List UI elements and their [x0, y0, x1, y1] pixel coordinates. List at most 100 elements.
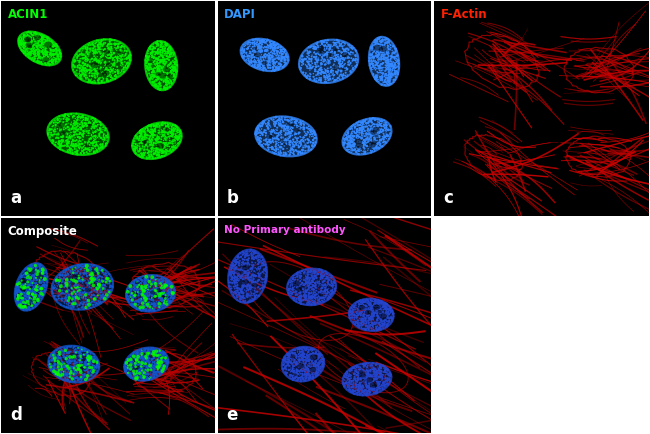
- Point: [247, 46, 257, 53]
- Point: [352, 132, 362, 139]
- Point: [20, 37, 30, 44]
- Point: [159, 368, 169, 375]
- Point: [105, 74, 116, 81]
- Point: [149, 82, 159, 89]
- Point: [155, 148, 166, 155]
- Point: [30, 273, 40, 280]
- Point: [89, 138, 99, 145]
- Point: [41, 61, 51, 68]
- Point: [272, 40, 283, 47]
- Point: [236, 253, 246, 260]
- Point: [389, 43, 399, 50]
- Point: [234, 270, 244, 277]
- Point: [233, 276, 243, 283]
- Point: [365, 362, 376, 369]
- Point: [311, 139, 321, 146]
- Point: [54, 131, 64, 138]
- Point: [83, 264, 93, 271]
- Point: [338, 381, 348, 388]
- Point: [23, 43, 33, 49]
- Point: [19, 304, 29, 311]
- Point: [275, 46, 285, 53]
- Point: [121, 369, 131, 376]
- Point: [105, 71, 115, 78]
- Point: [369, 300, 380, 307]
- Point: [310, 358, 320, 365]
- Point: [283, 281, 293, 288]
- Point: [326, 292, 336, 299]
- Point: [328, 52, 338, 59]
- Point: [337, 75, 348, 82]
- Point: [154, 135, 164, 141]
- Point: [250, 255, 261, 262]
- Point: [380, 34, 390, 41]
- Point: [344, 58, 354, 65]
- Point: [38, 39, 48, 46]
- Point: [166, 129, 177, 136]
- Point: [286, 116, 296, 123]
- Ellipse shape: [253, 272, 255, 274]
- Point: [153, 82, 163, 89]
- Point: [93, 43, 103, 50]
- Point: [267, 53, 278, 60]
- Point: [383, 72, 393, 79]
- Point: [65, 358, 75, 365]
- Point: [71, 363, 81, 370]
- Point: [125, 292, 136, 299]
- Point: [73, 263, 84, 270]
- Point: [244, 248, 254, 255]
- Point: [76, 294, 86, 301]
- Point: [301, 288, 311, 295]
- Point: [380, 366, 391, 373]
- Point: [154, 78, 164, 85]
- Point: [146, 69, 157, 76]
- Point: [312, 296, 322, 303]
- Point: [159, 131, 169, 138]
- Point: [75, 65, 86, 72]
- Point: [318, 279, 328, 286]
- Point: [292, 356, 303, 363]
- Point: [150, 278, 160, 285]
- Point: [140, 376, 150, 383]
- Point: [162, 55, 172, 62]
- Point: [373, 314, 384, 321]
- Point: [134, 151, 144, 158]
- Point: [287, 285, 298, 292]
- Point: [291, 366, 302, 373]
- Point: [374, 321, 385, 328]
- Point: [37, 36, 47, 43]
- Point: [84, 280, 95, 287]
- Point: [363, 319, 374, 326]
- Point: [136, 126, 146, 133]
- Point: [72, 349, 82, 356]
- Point: [143, 347, 153, 354]
- Point: [88, 61, 99, 68]
- Point: [254, 137, 264, 144]
- Point: [308, 282, 318, 289]
- Point: [292, 371, 303, 378]
- Point: [257, 120, 268, 127]
- Point: [18, 35, 29, 42]
- Point: [270, 120, 281, 127]
- Point: [66, 145, 76, 152]
- Point: [161, 292, 171, 299]
- Point: [85, 77, 96, 84]
- Point: [364, 129, 374, 136]
- Point: [136, 304, 146, 311]
- Point: [63, 120, 73, 127]
- Point: [252, 134, 263, 141]
- Point: [306, 367, 316, 374]
- Point: [280, 356, 290, 363]
- Point: [320, 42, 331, 49]
- Point: [227, 268, 238, 275]
- Point: [21, 32, 32, 39]
- Point: [94, 39, 105, 46]
- Point: [305, 356, 315, 363]
- Point: [149, 139, 159, 146]
- Point: [352, 150, 363, 157]
- Point: [255, 46, 265, 53]
- Point: [302, 273, 313, 280]
- Point: [16, 284, 26, 291]
- Point: [321, 43, 332, 50]
- Point: [11, 287, 21, 294]
